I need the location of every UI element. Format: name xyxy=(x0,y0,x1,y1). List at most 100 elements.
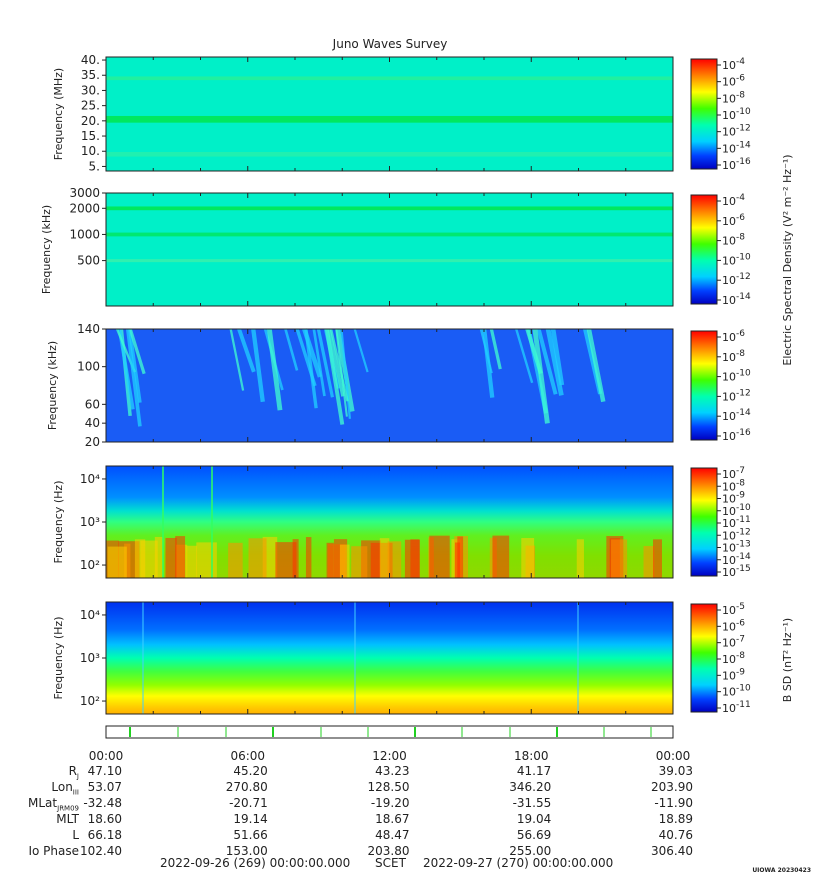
ephemeris-value: 18.60 xyxy=(87,812,122,826)
colorbar-tick-label: 10-14 xyxy=(722,292,751,307)
emission-burst xyxy=(643,546,655,578)
emission-burst xyxy=(305,537,312,578)
colorbar xyxy=(690,194,718,305)
y-tick-label: 3000 xyxy=(69,186,100,200)
emission-burst xyxy=(404,539,420,578)
emission-burst xyxy=(186,545,198,578)
colorbar-tick-label: 10-14 xyxy=(722,408,751,423)
emission-burst xyxy=(387,541,402,578)
emission-streak xyxy=(125,328,142,427)
emission-streak xyxy=(515,328,534,384)
ephemeris-value: -20.71 xyxy=(229,796,268,810)
time-strip xyxy=(105,725,674,739)
colorbar xyxy=(690,58,718,170)
colorbar-tick-label: 10-16 xyxy=(722,428,751,443)
ephemeris-value: 39.03 xyxy=(658,764,693,778)
emission-streak xyxy=(340,328,351,419)
emission-burst xyxy=(248,538,267,578)
ephemeris-value: 203.80 xyxy=(367,844,410,858)
y-tick-label: 10⁴ xyxy=(80,472,100,486)
emission-burst xyxy=(339,544,350,578)
emission-streak xyxy=(284,328,299,371)
time-tick-label: 18:00 xyxy=(514,749,549,763)
y-tick-label: 40. xyxy=(81,53,100,67)
emission-streak xyxy=(482,328,495,398)
y-tick-label: 10² xyxy=(80,558,100,572)
emission-band xyxy=(106,232,673,237)
colorbar-tick-label: 10-11 xyxy=(722,700,751,715)
spectrogram-panel-3: 20 40 60 100 140 Frequency (kHz) 10-6 10-8 10-10… xyxy=(46,154,794,449)
y-tick-label: 20 xyxy=(85,435,100,449)
emission-burst xyxy=(175,536,186,578)
y-tick-label: 15. xyxy=(81,129,100,143)
time-axis: 00:00 06:00 12:00 18:00 00:00 xyxy=(89,749,691,763)
colorbar-tick-label: 10-8 xyxy=(722,233,745,248)
emission-band xyxy=(106,115,673,123)
y-tick-label: 25. xyxy=(81,99,100,113)
emission-streak xyxy=(266,328,283,411)
ephemeris-value: 47.10 xyxy=(87,764,122,778)
colorbar-tick-label: 10-4 xyxy=(722,57,745,72)
ephemeris-label: MLatJRM09 xyxy=(28,796,79,813)
ephemeris-value: -19.20 xyxy=(370,796,410,810)
spectrogram-panel-1: 5.10.15.20.25. 30.35.40. Frequency (MHz) 10… xyxy=(52,53,751,173)
emission-streak xyxy=(302,328,323,378)
time-tick-label: 00:00 xyxy=(656,749,691,763)
ephemeris-value: 346.20 xyxy=(509,780,552,794)
emission-streak xyxy=(128,328,146,375)
time-tick-label: 06:00 xyxy=(230,749,265,763)
emission-streak xyxy=(229,328,245,391)
emission-burst xyxy=(576,539,584,578)
panel-bg xyxy=(106,193,673,306)
ephemeris-label: RJ xyxy=(68,764,79,781)
ephemeris-value: 18.67 xyxy=(375,812,410,826)
emission-band xyxy=(106,206,673,211)
emission-streak xyxy=(237,328,256,373)
scet-start: 2022-09-26 (269) 00:00:00.000 xyxy=(160,856,351,870)
emission-burst xyxy=(429,535,450,578)
y-tick-label: 10. xyxy=(81,144,100,158)
ephemeris-value: -31.55 xyxy=(512,796,552,810)
ephemeris-value: 19.04 xyxy=(516,812,552,826)
y-axis-label: Frequency (Hz) xyxy=(52,481,65,564)
colorbar xyxy=(690,467,718,577)
time-tick-label: 12:00 xyxy=(372,749,407,763)
colorbar-label: B SD (nT² Hz⁻¹) xyxy=(781,618,794,702)
ephemeris-value: 53.07 xyxy=(87,780,122,794)
page-title: Juno Waves Survey xyxy=(332,37,448,51)
emission-burst xyxy=(154,536,163,578)
emission-burst xyxy=(124,543,131,578)
colorbar-tick-label: 10-12 xyxy=(722,124,751,139)
emission-streak xyxy=(586,328,606,403)
colorbar-tick-label: 10-10 xyxy=(722,684,751,699)
ephemeris-value: 270.80 xyxy=(225,780,268,794)
ephemeris-value: 306.40 xyxy=(651,844,693,858)
colorbar-tick-label: 10-8 xyxy=(722,349,745,364)
emission-streak xyxy=(312,328,326,397)
emission-burst xyxy=(165,537,177,578)
colorbar-tick-label: 10-8 xyxy=(722,90,745,105)
emission-streak xyxy=(127,328,142,403)
scet-label: SCET xyxy=(375,856,406,870)
ephemeris-value: 40.76 xyxy=(658,828,693,842)
ephemeris-value: -32.48 xyxy=(83,796,122,810)
ephemeris-label: MLT xyxy=(56,812,79,826)
emission-burst xyxy=(611,539,628,578)
ephemeris-value: 102.40 xyxy=(80,844,122,858)
y-axis-label: Frequency (kHz) xyxy=(40,205,53,294)
y-axis-label: Frequency (kHz) xyxy=(46,341,59,430)
ephemeris-value: 56.69 xyxy=(516,828,552,842)
emission-burst xyxy=(521,538,535,578)
colorbar xyxy=(690,603,718,713)
y-tick-label: 10⁴ xyxy=(80,608,100,622)
emission-band xyxy=(106,152,673,157)
ephemeris-value: 48.47 xyxy=(375,828,410,842)
emission-burst xyxy=(454,542,461,578)
ephemeris-value: 128.50 xyxy=(367,780,410,794)
time-tick-label: 00:00 xyxy=(89,749,124,763)
ephemeris-value: 19.14 xyxy=(233,812,268,826)
emission-burst xyxy=(653,539,662,578)
